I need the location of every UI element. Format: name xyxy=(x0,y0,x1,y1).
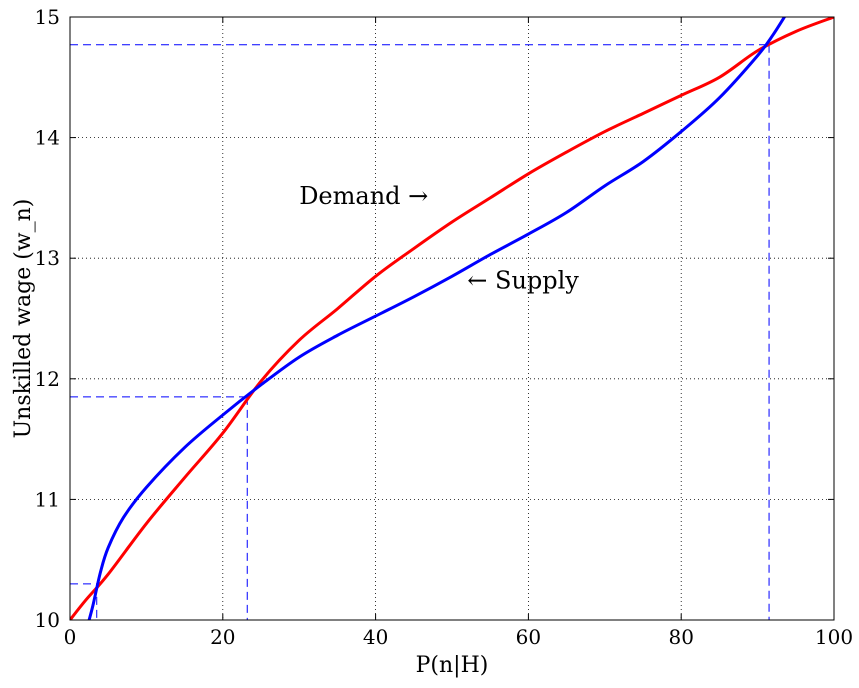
annotations: Demand → ← Supply xyxy=(299,182,579,294)
plot-frame xyxy=(69,16,835,621)
y-tick-label: 10 xyxy=(35,608,60,632)
series-layer xyxy=(70,17,834,620)
grid-lines xyxy=(70,17,834,620)
annotation-0: Demand → xyxy=(299,182,428,210)
y-tick-label: 13 xyxy=(35,246,60,270)
series-line-supply xyxy=(87,17,787,620)
series-line-demand xyxy=(70,17,834,620)
y-tick-label: 11 xyxy=(35,487,60,511)
y-axis-title: Unskilled wage (w_n) xyxy=(11,199,36,439)
x-tick-label: 40 xyxy=(363,625,388,649)
x-axis-title: P(n|H) xyxy=(416,653,489,678)
y-tick-label: 12 xyxy=(35,367,60,391)
y-tick-label: 15 xyxy=(35,5,60,29)
equilibrium-reference-lines xyxy=(70,44,770,620)
x-tick-label: 0 xyxy=(64,625,77,649)
ticks: 0 20 40 60 80 100 10 11 12 13 14 15 xyxy=(35,5,854,649)
x-tick-label: 60 xyxy=(516,625,541,649)
x-tick-label: 20 xyxy=(210,625,235,649)
x-tick-label: 80 xyxy=(668,625,693,649)
y-tick-label: 14 xyxy=(35,126,60,150)
x-tick-label: 100 xyxy=(815,625,853,649)
annotation-1: ← Supply xyxy=(467,266,579,294)
